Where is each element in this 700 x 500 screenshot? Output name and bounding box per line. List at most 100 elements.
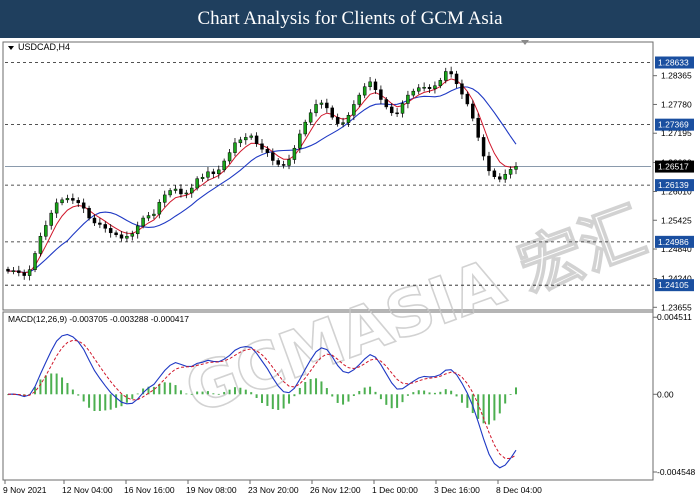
macd-hist-bar <box>504 394 507 404</box>
candle <box>335 113 340 127</box>
macd-hist-bar <box>342 394 345 405</box>
candle <box>233 137 237 157</box>
candle <box>400 100 405 118</box>
candle <box>87 205 91 221</box>
macd-hist-bar <box>379 394 382 400</box>
macd-hist-bar <box>88 394 91 408</box>
candle <box>508 166 513 179</box>
x-tick-label: 23 Nov 20:00 <box>248 485 299 495</box>
macd-hist-bar <box>61 377 64 395</box>
candle <box>125 231 129 242</box>
level-label-bg <box>655 56 694 69</box>
candle <box>498 173 502 183</box>
candle <box>514 162 518 175</box>
candle <box>103 221 108 233</box>
candle <box>190 183 194 198</box>
macd-hist-bar <box>266 394 269 406</box>
macd-hist-bar <box>390 394 393 409</box>
macd-hist-bar <box>298 387 301 395</box>
level-label-3: 1.26139 <box>658 180 689 190</box>
candle <box>476 113 480 142</box>
macd-hist-bar <box>82 394 85 402</box>
candle <box>33 250 37 273</box>
y-tick-label: 1.25425 <box>661 215 692 225</box>
macd-hist-bar <box>239 387 242 395</box>
dropdown-triangle-icon[interactable] <box>8 46 14 50</box>
candle <box>152 209 156 220</box>
macd-hist-bar <box>417 390 420 395</box>
macd-hist-bar <box>309 379 312 395</box>
macd-hist-bar <box>190 393 193 395</box>
candle <box>71 193 75 204</box>
candle <box>471 100 475 122</box>
macd-hist-bar <box>142 388 145 395</box>
candle <box>362 83 367 99</box>
macd-hist-bar <box>466 394 469 408</box>
macd-hist-bar <box>125 394 128 403</box>
candle <box>98 218 102 229</box>
candle <box>44 220 48 240</box>
candle <box>217 165 221 179</box>
macd-hist-bar <box>158 383 161 395</box>
macd-hist-bar <box>255 394 258 398</box>
macd-hist-bar <box>34 387 37 395</box>
candle <box>287 154 291 170</box>
macd-hist-bar <box>487 394 490 425</box>
macd-hist-bar <box>450 390 453 395</box>
macd-hist-bar <box>71 389 74 395</box>
current-price-label-bg <box>655 160 694 173</box>
macd-y-tick-label: -0.004548 <box>657 467 696 477</box>
macd-hist-bar <box>471 394 474 414</box>
macd-hist-bar <box>423 390 426 395</box>
macd-hist-bar <box>320 381 323 395</box>
macd-hist-bar <box>115 394 118 408</box>
macd-hist-bar <box>282 394 285 409</box>
candle <box>271 148 275 166</box>
macd-hist-bar <box>196 391 199 395</box>
macd-hist-bar <box>250 392 253 395</box>
candle <box>108 224 113 238</box>
macd-hist-bar <box>271 394 274 410</box>
macd-hist-bar <box>109 394 112 410</box>
macd-hist-bar <box>304 381 307 395</box>
macd-hist-bar <box>185 393 188 395</box>
candle <box>211 168 216 179</box>
candle <box>503 169 507 183</box>
macd-hist-bar <box>288 394 291 404</box>
candle <box>184 189 189 199</box>
macd-hist-bar <box>347 394 350 402</box>
candle <box>325 98 329 113</box>
macd-hist-bar <box>261 394 263 403</box>
macd-hist-bar <box>228 389 231 395</box>
candle <box>352 100 356 121</box>
candle <box>368 77 372 91</box>
candle <box>308 109 313 126</box>
candle <box>341 117 345 128</box>
y-tick-label: 1.23655 <box>661 302 692 312</box>
macd-hist-bar <box>293 394 296 397</box>
y-tick-label: 1.26010 <box>661 186 692 196</box>
macd-hist-bar <box>396 394 399 408</box>
candle <box>238 136 243 148</box>
candle <box>49 210 53 230</box>
macd-hist-bar <box>325 388 328 395</box>
candle <box>179 184 183 198</box>
level-label-2: 1.27369 <box>658 120 689 130</box>
candle <box>444 67 448 84</box>
candle <box>146 211 151 222</box>
macd-y-tick-label: 0.004511 <box>657 312 692 322</box>
candle <box>206 167 210 181</box>
macd-hist-bar <box>131 394 134 399</box>
candle <box>416 84 421 95</box>
candle <box>481 134 486 161</box>
candle <box>249 133 253 140</box>
macd-hist-bar <box>493 394 496 421</box>
candle <box>200 173 205 182</box>
macd-hist-bar <box>498 394 501 414</box>
macd-y-tick-label: 0.00 <box>657 389 674 399</box>
macd-hist-bar <box>39 379 42 395</box>
candle <box>11 267 16 275</box>
macd-hist-bar <box>401 394 404 403</box>
macd-hist-bar <box>136 393 139 395</box>
current-price-label: 1.26517 <box>658 162 689 172</box>
